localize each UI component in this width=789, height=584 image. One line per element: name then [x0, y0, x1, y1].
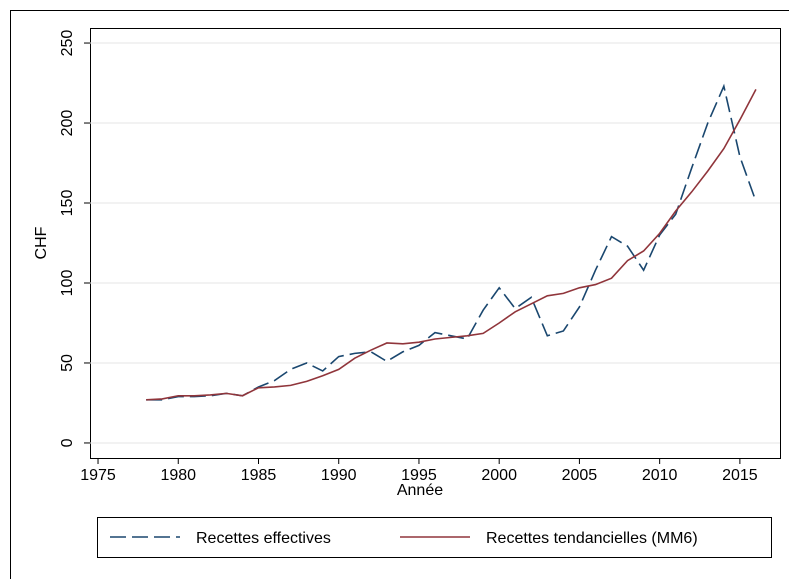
- y-tick-label: 50: [59, 354, 76, 372]
- x-tick-label: 2015: [722, 467, 758, 484]
- x-tick-label: 2000: [481, 467, 517, 484]
- x-tick-label: 1980: [160, 467, 196, 484]
- y-axis-title: CHF: [33, 226, 50, 259]
- y-tick-label: 0: [59, 438, 76, 447]
- x-tick-label: 1990: [321, 467, 357, 484]
- legend-label: Recettes effectives: [196, 530, 331, 547]
- x-tick-label: 2010: [642, 467, 678, 484]
- x-tick-label: 1995: [401, 467, 437, 484]
- x-axis-title: Année: [397, 482, 443, 499]
- x-tick-label: 1975: [80, 467, 116, 484]
- legend-label: Recettes tendancielles (MM6): [486, 530, 698, 547]
- x-tick-label: 2005: [562, 467, 598, 484]
- y-tick-label: 200: [59, 110, 76, 137]
- y-tick-label: 150: [59, 190, 76, 217]
- y-tick-label: 250: [59, 30, 76, 57]
- x-tick-label: 1985: [241, 467, 277, 484]
- y-tick-label: 100: [59, 270, 76, 297]
